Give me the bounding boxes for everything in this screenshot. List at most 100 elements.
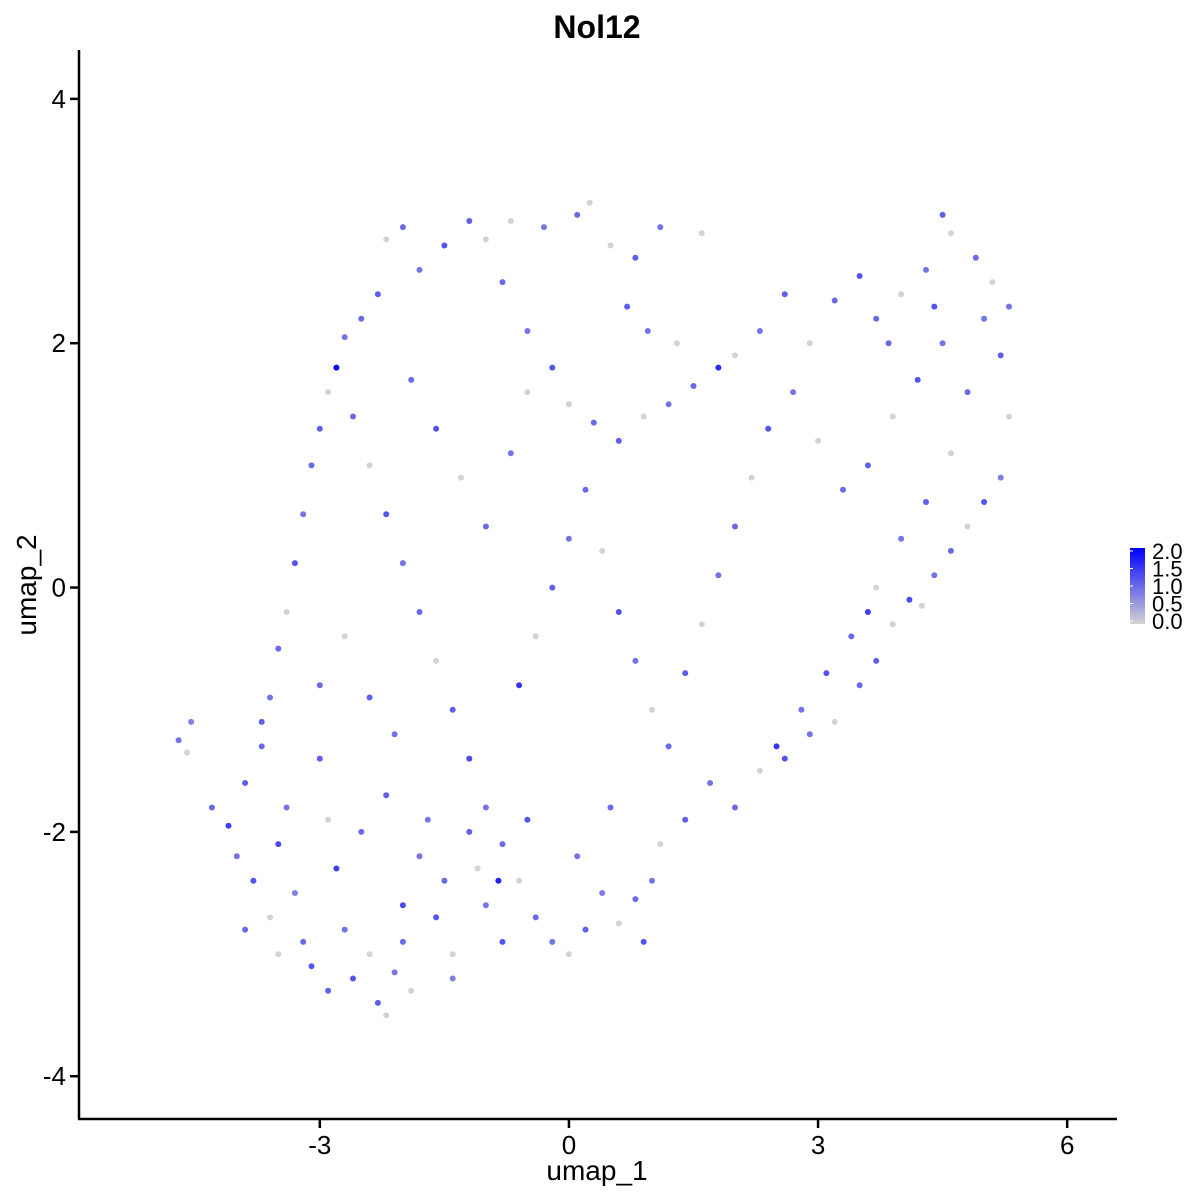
data-point bbox=[374, 291, 381, 298]
data-point bbox=[358, 315, 365, 322]
data-point bbox=[466, 755, 473, 762]
data-point bbox=[366, 951, 373, 958]
data-point bbox=[325, 389, 332, 396]
legend-label: 2.0 bbox=[1152, 539, 1183, 564]
data-point bbox=[350, 975, 356, 982]
data-point bbox=[574, 211, 581, 218]
data-point bbox=[466, 218, 473, 224]
legend-colorbar bbox=[1130, 548, 1145, 624]
data-point bbox=[972, 254, 979, 261]
data-point bbox=[947, 230, 954, 237]
data-point bbox=[632, 657, 639, 664]
data-point bbox=[898, 535, 905, 542]
x-tick-label: 0 bbox=[562, 1130, 576, 1160]
data-point bbox=[308, 963, 315, 970]
data-point bbox=[698, 230, 705, 237]
data-point bbox=[383, 236, 390, 243]
data-point bbox=[383, 1012, 390, 1019]
data-point bbox=[632, 896, 639, 903]
data-point bbox=[615, 609, 622, 615]
data-point bbox=[449, 975, 456, 982]
data-point bbox=[316, 425, 323, 432]
data-point bbox=[931, 572, 938, 579]
data-point bbox=[644, 328, 651, 334]
data-point bbox=[732, 804, 738, 811]
data-point bbox=[582, 486, 589, 493]
data-point bbox=[516, 682, 523, 689]
data-point bbox=[258, 743, 265, 750]
data-point bbox=[524, 816, 531, 823]
data-point bbox=[673, 340, 680, 347]
y-tick-label: 4 bbox=[52, 84, 66, 114]
data-point bbox=[341, 334, 348, 341]
data-point bbox=[549, 938, 556, 945]
data-point bbox=[291, 560, 298, 567]
legend-label: 0.5 bbox=[1152, 592, 1183, 617]
data-point bbox=[756, 767, 763, 774]
data-point bbox=[184, 749, 190, 756]
data-point bbox=[433, 914, 440, 921]
data-point bbox=[590, 419, 597, 426]
data-point bbox=[615, 437, 622, 444]
data-point bbox=[391, 731, 398, 738]
data-point bbox=[798, 706, 805, 713]
y-tick-label: -4 bbox=[43, 1061, 66, 1091]
data-point bbox=[947, 450, 954, 457]
data-point bbox=[267, 914, 273, 921]
data-point bbox=[258, 718, 265, 725]
data-point bbox=[682, 816, 689, 823]
color-legend: 2.01.51.00.50.0 bbox=[1130, 539, 1183, 634]
data-point bbox=[840, 486, 846, 493]
data-point bbox=[657, 841, 664, 848]
data-point bbox=[649, 706, 655, 713]
data-point bbox=[715, 364, 722, 371]
data-point bbox=[582, 926, 589, 933]
data-point bbox=[815, 437, 822, 444]
data-point bbox=[939, 211, 946, 218]
x-tick-label: 6 bbox=[1060, 1130, 1074, 1160]
data-point bbox=[458, 474, 464, 481]
data-point bbox=[225, 822, 232, 829]
data-point bbox=[856, 682, 863, 689]
data-point bbox=[482, 523, 489, 530]
data-point bbox=[549, 364, 556, 371]
data-point bbox=[873, 584, 880, 591]
y-ticks: -4 -2 0 2 4 bbox=[43, 84, 79, 1091]
data-point bbox=[408, 376, 415, 383]
data-point bbox=[499, 279, 506, 286]
data-point bbox=[516, 877, 523, 884]
data-point bbox=[208, 804, 215, 811]
data-point bbox=[640, 938, 647, 945]
data-point bbox=[997, 352, 1004, 359]
data-point bbox=[441, 877, 448, 884]
data-point bbox=[333, 865, 340, 872]
data-point bbox=[889, 413, 896, 420]
data-point bbox=[698, 621, 705, 628]
data-point bbox=[325, 816, 332, 823]
data-point bbox=[873, 657, 880, 664]
data-point bbox=[366, 462, 373, 469]
data-point bbox=[885, 340, 892, 347]
data-point bbox=[947, 547, 954, 554]
data-point bbox=[474, 865, 481, 872]
data-point bbox=[682, 670, 689, 677]
data-point bbox=[250, 877, 257, 884]
data-point bbox=[275, 645, 282, 652]
data-point bbox=[399, 938, 406, 945]
points-layer bbox=[175, 199, 1012, 1019]
data-point bbox=[586, 199, 593, 206]
y-tick-label: 2 bbox=[52, 328, 66, 358]
data-point bbox=[532, 633, 539, 640]
data-point bbox=[939, 340, 946, 347]
data-point bbox=[283, 804, 290, 811]
data-point bbox=[300, 938, 307, 945]
data-point bbox=[765, 425, 772, 432]
data-point bbox=[715, 572, 722, 579]
data-point bbox=[997, 474, 1004, 481]
data-point bbox=[649, 877, 655, 884]
data-point bbox=[549, 584, 556, 591]
legend-label: 1.5 bbox=[1152, 557, 1183, 582]
data-point bbox=[864, 462, 871, 469]
data-point bbox=[732, 352, 738, 359]
data-point bbox=[233, 853, 240, 860]
